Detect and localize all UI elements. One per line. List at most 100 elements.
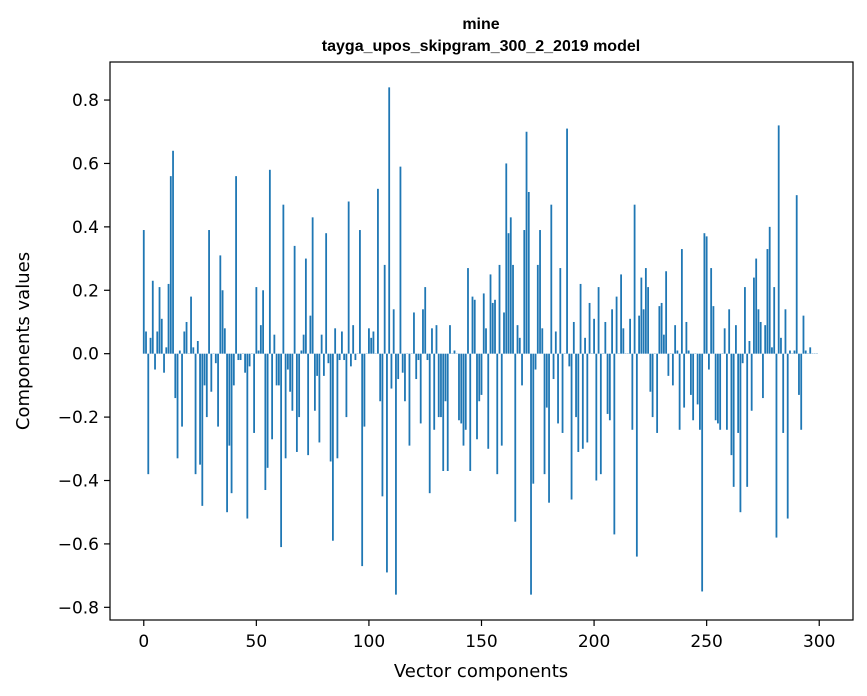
bar-243 [689,353,692,395]
bar-145 [469,353,472,471]
bar-265 [739,353,742,513]
bar-58 [273,334,276,354]
bar-66 [291,353,294,411]
bar-162 [507,233,510,354]
bar-168 [521,353,523,386]
bar-23 [194,353,197,475]
bar-10 [165,347,168,354]
bar-242 [687,350,690,354]
y-tick-label: −0.6 [58,535,99,555]
bar-30 [210,353,213,392]
bar-55 [266,353,269,468]
bar-19 [185,321,188,354]
bar-42 [237,353,240,361]
bar-36 [223,328,226,354]
bar-250 [705,236,708,354]
bar-133 [442,353,445,471]
y-tick-label: −0.4 [58,472,99,492]
bar-291 [798,353,800,395]
bar-9 [163,353,165,373]
bar-161 [505,163,508,354]
bar-290 [795,195,798,354]
bar-12 [169,176,172,354]
bar-200 [593,318,595,354]
bar-series [142,87,818,595]
bar-49 [253,353,255,433]
bar-59 [275,353,278,386]
bar-287 [789,350,791,354]
bar-52 [259,325,262,354]
bar-283 [780,337,782,354]
bar-78 [318,353,321,443]
bar-141 [460,353,463,424]
bar-175 [536,264,539,354]
bar-144 [467,268,469,354]
bar-134 [444,353,447,402]
bar-37 [226,353,228,513]
bar-177 [541,328,544,354]
bar-105 [379,353,382,402]
bar-225 [649,353,652,392]
bar-201 [595,353,598,481]
bar-7 [158,287,161,354]
bar-213 [622,328,625,354]
bar-85 [334,328,337,354]
bar-275 [762,353,764,399]
bar-143 [464,353,467,430]
bar-106 [381,353,384,497]
bar-15 [176,353,179,459]
bar-190 [570,353,573,500]
bar-156 [494,299,496,354]
bar-276 [764,325,767,354]
bar-258 [723,328,726,354]
bar-228 [656,353,659,433]
y-tick-label: 0.0 [72,345,99,365]
bar-165 [514,353,517,522]
bar-188 [566,128,568,354]
bar-195 [581,353,584,449]
bar-131 [437,353,440,418]
bar-277 [766,249,769,354]
bar-219 [635,353,638,557]
bar-3 [149,337,152,354]
bar-102 [372,331,375,354]
bar-181 [550,204,553,354]
bar-285 [784,309,787,354]
bar-87 [338,353,341,361]
bar-208 [611,309,613,354]
bar-114 [399,166,402,354]
bar-62 [282,204,285,354]
bar-65 [289,353,292,392]
bar-246 [696,353,699,405]
bar-24 [196,341,199,354]
bar-197 [586,353,589,443]
bar-118 [408,353,411,446]
bar-160 [503,312,505,354]
bar-207 [608,353,611,421]
bar-13 [172,150,174,354]
bar-38 [228,353,231,446]
bar-25 [199,353,201,465]
bar-132 [440,353,442,418]
bar-183 [554,331,557,354]
y-axis-ticks: −0.8 −0.6 −0.4 −0.2 0.0 0.2 0.4 0.6 0.8 [58,91,110,618]
bar-202 [597,287,600,354]
bar-216 [629,318,631,354]
x-tick-label: 200 [578,632,610,652]
bar-270 [750,353,753,411]
bar-261 [730,353,733,456]
bar-172 [530,353,532,595]
bar-53 [262,290,264,354]
bar-21 [190,296,192,354]
bar-110 [390,353,393,389]
bar-4 [151,280,154,354]
bar-251 [708,353,710,370]
bar-63 [284,353,287,459]
bar-84 [332,353,334,541]
bar-89 [343,353,346,361]
bar-176 [539,230,541,354]
bar-27 [203,353,206,386]
y-axis-label: Components values [13,252,34,430]
bar-149 [478,353,481,402]
